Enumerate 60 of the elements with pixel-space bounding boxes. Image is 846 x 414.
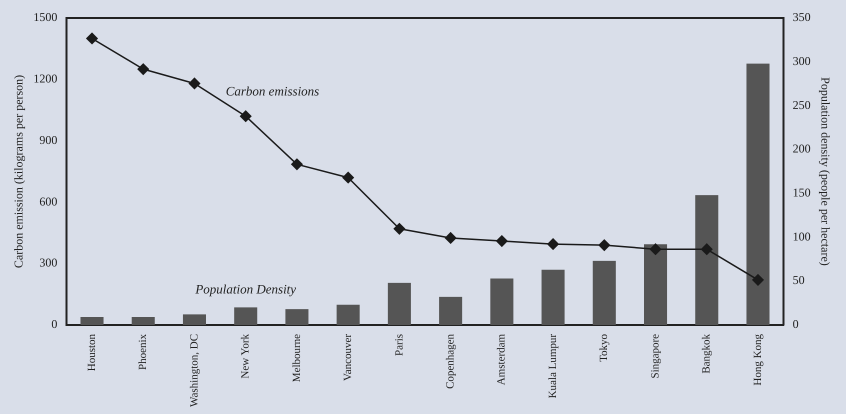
y2-tick-label: 350 <box>792 10 811 24</box>
x-tick-label: Tokyo <box>598 333 610 362</box>
y2-tick-label: 100 <box>792 229 811 244</box>
x-tick-label: Melbourne <box>290 334 303 382</box>
x-tick-label: Amsterdam <box>496 334 508 386</box>
bar <box>285 309 308 325</box>
y-tick-label: 900 <box>39 132 58 147</box>
point <box>240 110 252 122</box>
bar <box>388 282 411 325</box>
bar <box>542 270 565 325</box>
x-tick-label: Vancouver <box>342 334 354 381</box>
x-tick-label: Hong Kong <box>752 333 764 386</box>
x-tick-label: Washington, DC <box>188 334 200 408</box>
bar <box>336 304 360 325</box>
point <box>496 235 508 247</box>
y2-tick-label: 0 <box>792 317 799 332</box>
y2-tick-label: 200 <box>792 142 811 156</box>
series-label: Population Density <box>194 281 296 296</box>
bar <box>234 307 258 325</box>
bar <box>644 244 668 325</box>
bar <box>746 64 770 325</box>
y-tick-label: 1200 <box>33 72 58 86</box>
y-tick-label: 1500 <box>33 10 58 24</box>
bar <box>439 296 462 325</box>
y2-tick-label: 250 <box>792 98 811 112</box>
y2-axis-title: Population density (people per hectare) <box>818 77 833 266</box>
bar <box>182 314 206 325</box>
point <box>342 172 354 184</box>
point <box>86 32 98 44</box>
x-tick-label: Phoenix <box>137 333 150 370</box>
y-axis-title: Carbon emission (kilograms per person) <box>11 74 26 268</box>
x-tick-label: Bangkok <box>700 333 713 374</box>
bar <box>695 195 718 325</box>
bar <box>490 278 514 325</box>
y-tick-label: 600 <box>39 194 58 208</box>
series-label: Carbon emissions <box>226 83 320 98</box>
point <box>752 274 764 286</box>
bar <box>80 317 104 325</box>
point <box>598 239 610 251</box>
x-tick-label: New York <box>240 333 252 379</box>
point <box>650 243 662 255</box>
x-tick-label: Kuala Lumpur <box>546 334 559 398</box>
point <box>291 158 303 170</box>
point <box>137 63 149 75</box>
bar <box>592 260 616 325</box>
x-tick-label: Paris <box>393 334 406 356</box>
y2-tick-label: 300 <box>792 54 811 68</box>
point <box>444 232 456 244</box>
x-tick-label: Copenhagen <box>444 333 457 389</box>
x-tick-label: Houston <box>86 333 98 372</box>
y2-tick-label: 50 <box>792 273 805 288</box>
y-tick-label: 300 <box>39 256 58 270</box>
x-tick-label: Singapore <box>649 334 662 379</box>
point <box>701 243 713 255</box>
point <box>188 78 200 90</box>
point <box>394 223 406 235</box>
point <box>547 238 559 250</box>
y-tick-label: 0 <box>51 317 58 332</box>
bar <box>132 317 155 325</box>
y2-tick-label: 150 <box>792 186 811 200</box>
